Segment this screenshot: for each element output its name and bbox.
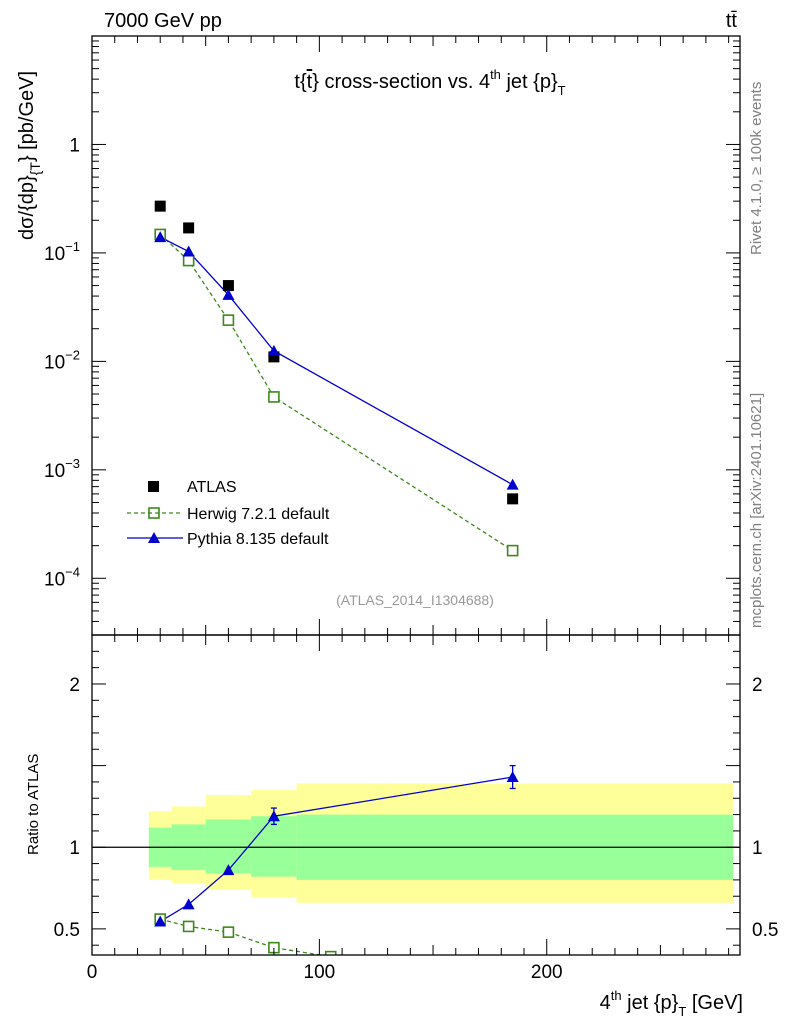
y-axis-label: dσ/{dp}{T} [pb/GeV]	[16, 71, 43, 240]
pythia-point	[506, 478, 519, 490]
pythia-point	[154, 231, 167, 243]
atlas-point	[222, 280, 234, 292]
herwig-point	[506, 544, 519, 557]
ratio-y-axis-label: Ratio to ATLAS	[25, 754, 42, 855]
legend-pythia-label: Pythia 8.135 default	[187, 531, 329, 548]
ratio-pythia-point	[267, 810, 280, 822]
x-axis-label: 4th jet {p}T [GeV]	[600, 988, 743, 1019]
ratio-uncertainty-bands	[92, 783, 740, 903]
ratio-herwig-point	[324, 950, 337, 955]
herwig-point	[268, 391, 280, 403]
ratio-y-tick-label-right: 1	[752, 838, 763, 859]
y-tick-label: 10−2	[44, 347, 80, 373]
pythia-point	[267, 344, 280, 356]
rivet-version-label: Rivet 4.1.0, ≥ 100k events	[748, 82, 765, 255]
ratio-herwig-line	[160, 918, 325, 955]
atlas-point	[268, 351, 280, 363]
atlas-point	[183, 222, 195, 234]
ratio-herwig-point	[222, 926, 235, 938]
ratio-pythia-point	[222, 864, 235, 876]
axes-frames: 1 10−1 10−2 10−3 10−4 2 2 1 1 0.5 0.5 0 100 200	[44, 35, 778, 983]
ratio-y-tick-label-right: 0.5	[752, 920, 778, 941]
ratio-panel-frame	[91, 634, 741, 956]
pythia-point	[182, 245, 195, 257]
ratio-herwig-point	[182, 920, 195, 933]
ratio-y-tick-label-left: 1	[69, 838, 80, 859]
x-tick-label: 0	[87, 962, 98, 983]
mcplots-label: mcplots.cern.ch [arXiv:2401.10621]	[748, 393, 765, 628]
ratio-band-inner-3	[251, 816, 297, 877]
x-tick-label: 200	[531, 962, 563, 983]
ratio-y-tick-label-left: 2	[69, 675, 80, 696]
y-tick-label: 1	[69, 135, 80, 156]
legend-herwig-marker	[148, 507, 160, 519]
herwig-line	[159, 233, 513, 552]
data-marks	[154, 200, 519, 955]
ratio-y-tick-label-left: 0.5	[54, 920, 80, 941]
ratio-series-group	[154, 764, 519, 955]
pythia-point	[222, 288, 235, 300]
legend: ATLAS Herwig 7.2.1 default Pythia 8.135 …	[127, 479, 330, 548]
header-energy-label: 7000 GeV pp	[104, 10, 222, 32]
y-tick-label: 10−4	[44, 564, 80, 590]
ratio-pythia-point	[506, 771, 519, 783]
ratio-pythia-point	[154, 915, 167, 927]
chart-title: t{t} cross-section vs. 4th jet {p}T	[294, 67, 565, 98]
legend-atlas-marker	[148, 481, 159, 492]
y-tick-label: 10−3	[44, 456, 80, 482]
atlas-point	[154, 200, 166, 212]
analysis-id-annotation: (ATLAS_2014_I1304688)	[336, 592, 494, 608]
atlas-point	[507, 493, 519, 505]
x-tick-label: 100	[304, 962, 336, 983]
ratio-y-tick-label-right: 2	[752, 675, 763, 696]
header-process-label: tt̄	[726, 10, 738, 32]
legend-atlas-label: ATLAS	[187, 479, 237, 496]
pythia-line	[159, 236, 513, 486]
legend-pythia-marker	[148, 532, 160, 543]
y-tick-label: 10−1	[44, 239, 80, 265]
herwig-point	[222, 314, 235, 326]
legend-herwig-label: Herwig 7.2.1 default	[187, 506, 330, 523]
ratio-pythia-point	[182, 898, 195, 910]
herwig-point	[182, 254, 195, 267]
